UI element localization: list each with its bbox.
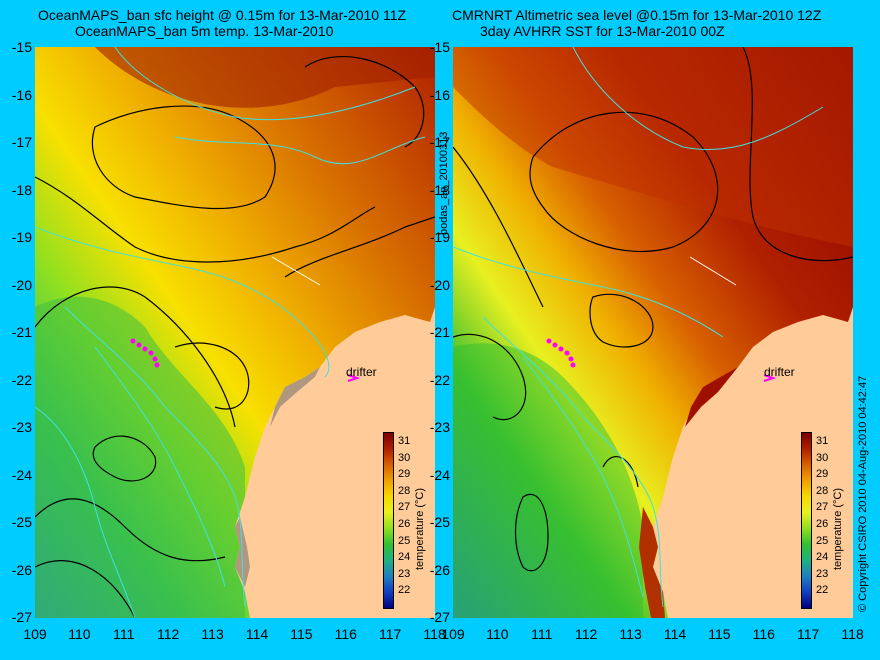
x-tick-label: 109 [23, 626, 47, 642]
colorbar-tick-label: 27 [398, 501, 411, 514]
colorbar-tick-label: 29 [398, 468, 411, 481]
colorbar-tick-label: 25 [398, 534, 411, 547]
colorbar-label: temperature (°C) [414, 487, 426, 570]
x-tick-label: 117 [797, 626, 820, 642]
drifter-track [546, 338, 576, 368]
colorbar-tick-label: 24 [816, 551, 829, 564]
right-map [453, 47, 853, 618]
sea-level-contours [453, 47, 853, 572]
warm-patch [453, 47, 853, 247]
bathymetry-contours [453, 47, 824, 608]
colorbar-tick-label: 23 [398, 567, 411, 580]
left-map-panel [35, 47, 435, 618]
y-tick-label: -15 [11, 39, 32, 55]
left-title-line1: OceanMAPS_ban sfc height @ 0.15m for 13-… [38, 7, 407, 23]
colorbar-tick-label: 26 [398, 518, 411, 530]
x-tick-label: 113 [619, 626, 642, 642]
colorbar-tick-label: 28 [816, 484, 829, 497]
colorbar-tick-label: 31 [398, 435, 411, 447]
y-tick-label: -20 [429, 276, 450, 293]
y-tick-label: -21 [11, 324, 32, 340]
left-title-line2: OceanMAPS_ban 5m temp. 13-Mar-2010 [75, 23, 334, 39]
colorbar-tick-label: 30 [816, 451, 829, 464]
x-tick-label: 116 [752, 626, 775, 642]
right-title-line2: 3day AVHRR SST for 13-Mar-2010 00Z [480, 23, 725, 39]
y-tick-label: -16 [11, 86, 32, 103]
bathymetry-contours [35, 47, 426, 618]
sea-level-contours [35, 56, 435, 618]
coastal-warm-strip-south [639, 507, 665, 618]
y-tick-label: -22 [429, 371, 450, 388]
drifter-marker [763, 374, 777, 382]
coastal-warm-strip [685, 367, 738, 427]
transect-line [689, 256, 737, 286]
colorbar-tick-label: 26 [816, 518, 829, 530]
left-map [35, 47, 435, 618]
x-tick-label: 118 [423, 626, 446, 642]
colorbar-tick-label: 24 [398, 551, 411, 564]
x-tick-label: 115 [708, 626, 731, 642]
y-tick-label: -17 [11, 134, 32, 150]
y-tick-label: -21 [429, 324, 450, 340]
colorbar-strip [801, 432, 812, 609]
bodas-label: bodas_an_20100313 [438, 131, 450, 235]
y-tick-label: -16 [429, 86, 450, 103]
warm-patch [95, 47, 435, 108]
y-tick-label: -22 [11, 371, 32, 388]
colorbar-tick-label: 31 [816, 435, 829, 447]
x-tick-label: 117 [379, 626, 402, 642]
y-tick-label: -19 [429, 229, 450, 245]
y-tick-label: -18 [11, 181, 32, 198]
y-tick-label: -25 [11, 514, 32, 530]
colorbar-tick-label: 29 [816, 468, 829, 481]
cool-patch [453, 343, 643, 618]
transect-line [271, 256, 321, 286]
colorbar-tick-label: 22 [398, 584, 411, 597]
x-tick-label: 118 [841, 626, 864, 642]
y-tick-label: -18 [429, 181, 450, 198]
x-tick-label: 110 [486, 626, 509, 642]
colorbar-tick-label: 25 [816, 534, 829, 547]
cool-patch [35, 296, 245, 618]
land-mask [235, 367, 320, 587]
x-tick-label: 112 [575, 626, 598, 642]
x-tick-label: 114 [663, 626, 687, 642]
right-map-panel [453, 47, 853, 618]
y-tick-label: -27 [11, 609, 32, 625]
colorbar-tick-label: 23 [816, 567, 829, 580]
colorbar-tick-label: 27 [816, 501, 829, 514]
x-tick-label: 111 [113, 626, 135, 642]
x-tick-label: 111 [531, 626, 553, 642]
y-tick-label: -26 [11, 561, 32, 578]
colorbar-tick-label: 22 [816, 584, 829, 597]
x-tick-label: 114 [245, 626, 269, 642]
x-tick-label: 110 [68, 626, 91, 642]
y-tick-label: -15 [429, 39, 450, 55]
y-tick-label: -24 [429, 466, 450, 483]
y-tick-label: -17 [429, 134, 450, 150]
right-drifter-label: drifter [764, 365, 795, 379]
colorbar-tick-label: 28 [398, 484, 411, 497]
y-tick-label: -23 [11, 419, 32, 435]
y-tick-label: -25 [429, 514, 450, 530]
right-title-line1: CMRNRT Altimetric sea level @0.15m for 1… [452, 7, 822, 23]
y-tick-label: -19 [11, 229, 32, 245]
drifter-marker [347, 374, 361, 382]
y-tick-label: -24 [11, 466, 32, 483]
y-tick-label: -26 [429, 561, 450, 578]
x-tick-label: 115 [290, 626, 313, 642]
x-tick-label: 116 [334, 626, 357, 642]
y-tick-label: -20 [11, 276, 32, 293]
colorbar-tick-label: 30 [398, 451, 411, 464]
left-drifter-label: drifter [346, 365, 377, 379]
x-tick-label: 112 [157, 626, 180, 642]
drifter-track [130, 338, 160, 368]
y-tick-label: -27 [429, 609, 450, 625]
x-tick-label: 113 [201, 626, 224, 642]
x-tick-label: 109 [441, 626, 465, 642]
y-tick-label: -23 [429, 419, 450, 435]
colorbar-label: temperature (°C) [832, 487, 844, 570]
colorbar-strip [383, 432, 394, 609]
copyright-label: © Copyright CSIRO 2010 04-Aug-2010 04:42… [857, 375, 869, 612]
